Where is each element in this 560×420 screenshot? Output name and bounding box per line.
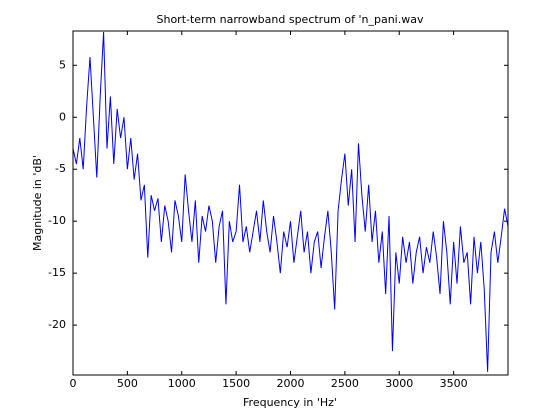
- y-tick-label: 5: [59, 58, 66, 71]
- series-line: [72, 32, 509, 372]
- x-tick-label: 500: [117, 377, 138, 390]
- x-tick-label: 0: [70, 377, 77, 390]
- y-tick-label: -15: [48, 266, 66, 279]
- y-axis-label: Magnitude in 'dB': [31, 155, 44, 251]
- x-tick-label: 2500: [331, 377, 359, 390]
- x-axis-label: Frequency in 'Hz': [243, 396, 337, 409]
- x-tick-label: 1500: [222, 377, 250, 390]
- x-tick-label: 3000: [385, 377, 413, 390]
- x-tick-label: 1000: [168, 377, 196, 390]
- y-tick-label: -20: [48, 318, 66, 331]
- y-tick-label: -5: [55, 162, 66, 175]
- chart-title: Short-term narrowband spectrum of 'n_pan…: [157, 13, 424, 26]
- x-tick-label: 3500: [440, 377, 468, 390]
- y-tick-label: -10: [48, 214, 66, 227]
- x-tick-label: 2000: [277, 377, 305, 390]
- y-tick-label: 0: [59, 110, 66, 123]
